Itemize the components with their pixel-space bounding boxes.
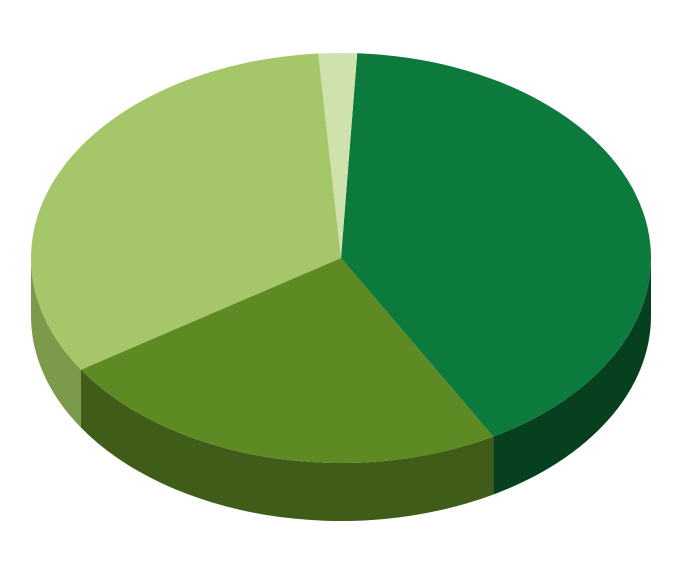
pie-chart-svg bbox=[0, 0, 682, 565]
pie-chart-3d bbox=[0, 0, 682, 565]
